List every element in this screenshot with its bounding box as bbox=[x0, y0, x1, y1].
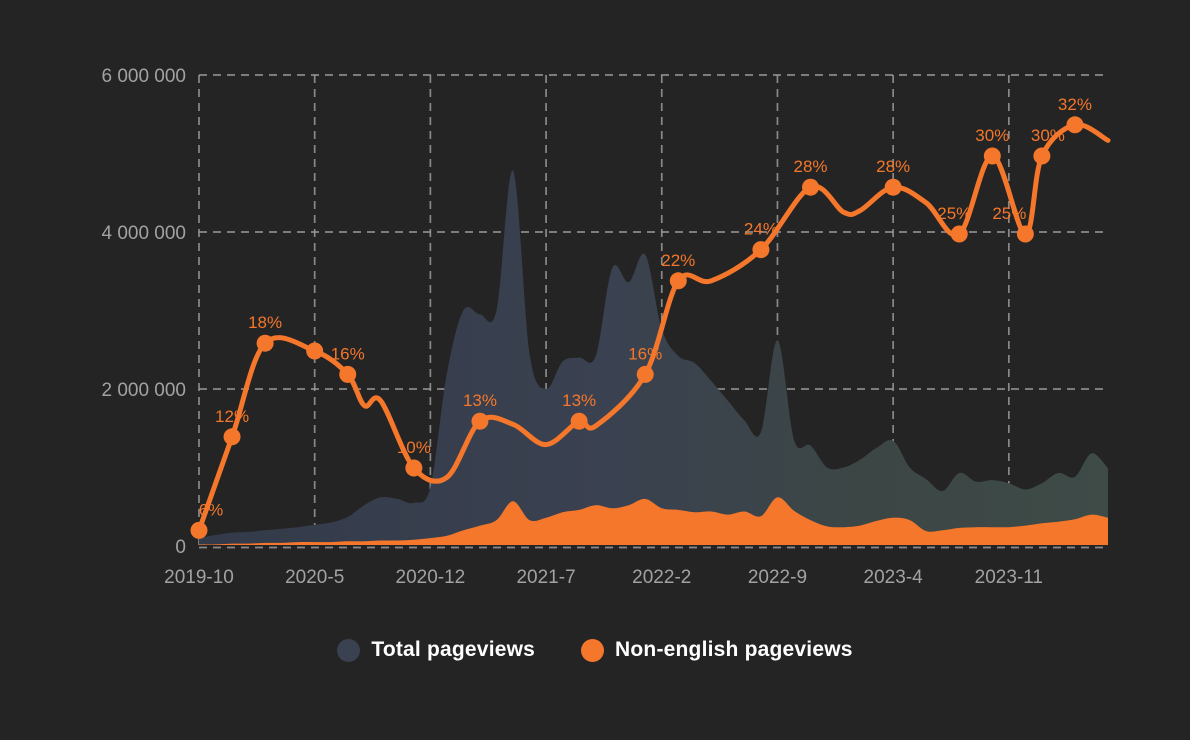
percent-label: 22% bbox=[661, 251, 695, 270]
percent-label: 13% bbox=[463, 391, 497, 410]
legend: Total pageviews Non-english pageviews bbox=[0, 634, 1190, 666]
percent-marker bbox=[306, 342, 324, 360]
percent-label: 16% bbox=[628, 344, 662, 363]
y-axis-tick-label: 4 000 000 bbox=[101, 223, 186, 244]
percent-marker bbox=[1033, 147, 1051, 165]
percent-label: 6% bbox=[199, 500, 224, 519]
y-axis-tick-label: 0 bbox=[175, 537, 186, 558]
percent-marker bbox=[190, 521, 208, 539]
legend-label-total-pageviews: Total pageviews bbox=[371, 638, 536, 661]
percent-marker bbox=[405, 459, 423, 477]
x-axis-tick-label: 2021-7 bbox=[516, 567, 575, 588]
legend-item-total-pageviews: Total pageviews bbox=[337, 638, 535, 662]
percent-label: 28% bbox=[876, 157, 910, 176]
percent-marker bbox=[1016, 225, 1034, 243]
x-axis-tick-label: 2022-9 bbox=[748, 567, 807, 588]
percent-marker bbox=[570, 412, 588, 430]
total-pageviews-swatch bbox=[337, 638, 361, 662]
percent-marker bbox=[983, 147, 1001, 165]
percent-marker bbox=[256, 334, 274, 352]
percent-label: 25% bbox=[992, 204, 1026, 223]
axis-ticks: 0 2 000 000 4 000 000 6 000 000 2019-10 2020-… bbox=[101, 66, 1043, 588]
percent-label: 32% bbox=[1058, 95, 1092, 114]
percent-label: 10% bbox=[397, 438, 431, 457]
x-axis-tick-label: 2020-5 bbox=[285, 567, 344, 588]
x-axis-tick-label: 2022-2 bbox=[632, 567, 691, 588]
percent-label: 24% bbox=[744, 220, 778, 239]
non-english-pageviews-swatch bbox=[581, 638, 605, 662]
pageviews-chart: 6% 12% 18% 16% 10% 13% 13% 16% 22% 24% 28% 28% 25% 30… bbox=[101, 66, 1111, 588]
percent-marker bbox=[669, 272, 687, 290]
percent-marker bbox=[802, 178, 820, 196]
x-axis-tick-label: 2023-4 bbox=[864, 567, 924, 588]
percent-marker bbox=[884, 178, 902, 196]
y-axis-tick-label: 6 000 000 bbox=[101, 66, 186, 87]
x-axis-tick-label: 2023-11 bbox=[975, 567, 1043, 588]
x-axis-tick-label: 2020-12 bbox=[396, 567, 466, 588]
percent-marker bbox=[223, 428, 241, 446]
legend-label-non-english-pageviews: Non-english pageviews bbox=[615, 638, 853, 661]
percent-label: 30% bbox=[1031, 126, 1065, 145]
percent-label: 18% bbox=[248, 313, 282, 332]
legend-item-non-english-pageviews: Non-english pageviews bbox=[581, 638, 853, 662]
percent-marker bbox=[339, 365, 357, 383]
percent-label: 30% bbox=[975, 126, 1009, 145]
percent-label: 13% bbox=[562, 391, 596, 410]
percent-marker bbox=[950, 225, 968, 243]
percent-marker bbox=[1066, 116, 1084, 134]
non-english-pageviews-area bbox=[199, 497, 1108, 545]
percent-label: 25% bbox=[937, 204, 971, 223]
percent-marker bbox=[752, 241, 770, 259]
percent-series: 6% 12% 18% 16% 10% 13% 13% 16% 22% 24% 28% 28% 25% 30… bbox=[190, 95, 1111, 539]
percent-marker bbox=[471, 412, 489, 430]
percent-label: 12% bbox=[215, 407, 249, 426]
y-axis-tick-label: 2 000 000 bbox=[101, 380, 186, 401]
percent-marker bbox=[636, 365, 654, 383]
x-axis-tick-label: 2019-10 bbox=[164, 567, 234, 588]
percent-label: 28% bbox=[793, 157, 827, 176]
percent-label: 16% bbox=[331, 344, 365, 363]
